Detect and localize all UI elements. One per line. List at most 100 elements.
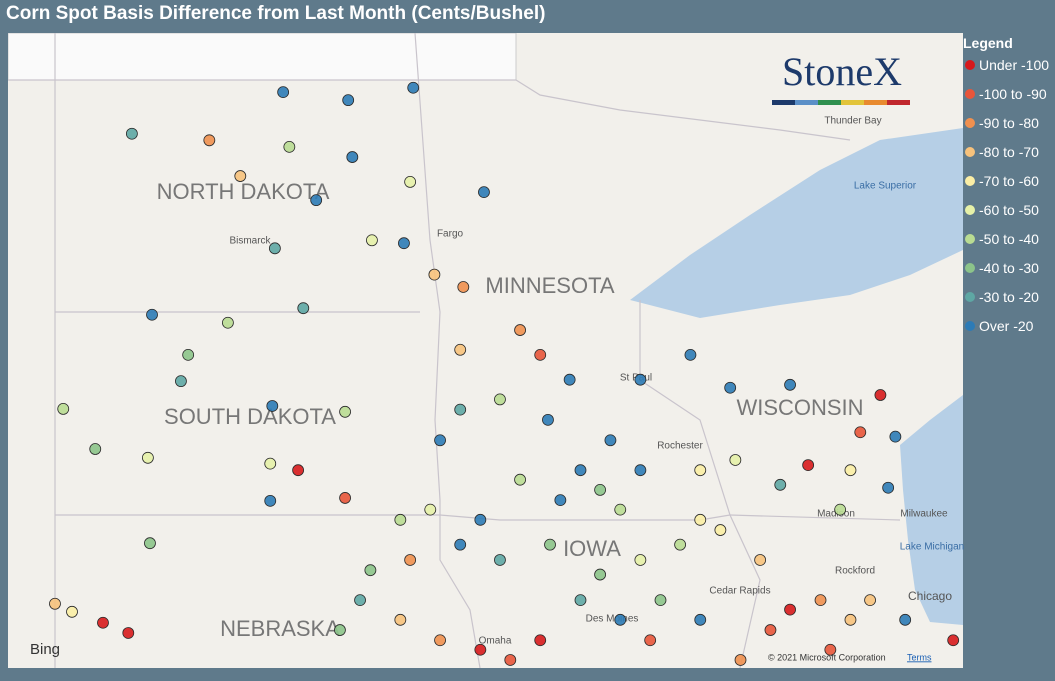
basis-point — [146, 308, 158, 321]
basis-point — [89, 443, 102, 455]
basis-point — [366, 234, 378, 247]
place-label: Madison — [817, 509, 855, 520]
place-label: MINNESOTA — [485, 273, 614, 298]
basis-point — [404, 175, 417, 188]
map-labels: NORTH DAKOTA SOUTH DAKOTA MINNESOTA WISCONS… — [157, 116, 965, 647]
place-label: Des Moines — [586, 614, 639, 625]
place-label: SOUTH DAKOTA — [164, 404, 336, 429]
basis-point — [434, 434, 446, 447]
basis-point — [864, 594, 876, 607]
basis-point — [889, 430, 902, 443]
place-label: Chicago — [908, 589, 952, 603]
basis-point — [714, 524, 727, 536]
legend-label: -70 to -60 — [979, 173, 1039, 189]
legend-label: -50 to -40 — [979, 231, 1039, 247]
basis-point — [342, 94, 355, 107]
legend-item[interactable]: -100 to -90 — [963, 86, 1055, 115]
legend-label: Under -100 — [979, 57, 1050, 73]
canada-region — [8, 33, 517, 81]
basis-point — [454, 403, 467, 416]
legend-item[interactable]: Over -20 — [963, 318, 1055, 347]
basis-point — [394, 513, 407, 526]
logo-stripe — [864, 100, 887, 105]
place-label: NEBRASKA — [220, 616, 340, 641]
place-label: Bismarck — [229, 236, 271, 247]
basis-point — [674, 538, 687, 551]
legend-swatch — [965, 321, 975, 331]
place-label: Rockford — [835, 566, 875, 577]
basis-point — [844, 464, 857, 477]
legend-item[interactable]: Under -100 — [963, 57, 1055, 86]
basis-point — [654, 594, 667, 607]
basis-point — [234, 170, 247, 182]
legend-label: -40 to -30 — [979, 260, 1039, 276]
basis-point — [694, 613, 707, 626]
legend-item[interactable]: -60 to -50 — [963, 202, 1055, 231]
basis-point — [504, 654, 517, 666]
border — [639, 300, 761, 668]
basis-point — [125, 127, 138, 140]
basis-point — [203, 134, 216, 147]
basis-point — [563, 373, 576, 386]
basis-point — [574, 594, 587, 607]
legend-item[interactable]: -30 to -20 — [963, 289, 1055, 318]
basis-point — [724, 381, 737, 394]
basis-point — [398, 237, 410, 250]
basis-point — [354, 594, 366, 607]
basis-point — [604, 434, 617, 447]
basis-point — [175, 375, 187, 388]
place-label: Cedar Rapids — [709, 586, 770, 597]
basis-point — [824, 643, 837, 656]
basis-point — [97, 616, 109, 629]
legend-item[interactable]: -90 to -80 — [963, 115, 1055, 144]
basemap — [8, 33, 963, 668]
legend-item[interactable]: -40 to -30 — [963, 260, 1055, 289]
basis-point — [222, 316, 234, 329]
basis-point — [494, 393, 506, 406]
basis-point — [424, 503, 437, 516]
legend-swatch — [965, 263, 975, 273]
borders — [8, 33, 901, 668]
legend-item[interactable]: -80 to -70 — [963, 144, 1055, 173]
basis-point — [834, 503, 847, 516]
basis-point — [474, 643, 487, 656]
basis-point — [784, 603, 796, 616]
basis-point — [574, 464, 587, 477]
basis-point — [49, 597, 61, 610]
basis-point — [474, 513, 487, 526]
legend-item[interactable]: -50 to -40 — [963, 231, 1055, 260]
basis-point — [694, 464, 707, 477]
place-label: Rochester — [657, 441, 703, 452]
basis-point — [542, 413, 554, 426]
basis-point — [899, 613, 912, 626]
basis-point — [684, 348, 697, 361]
basis-point — [814, 594, 827, 607]
basis-point — [407, 81, 420, 94]
border — [439, 500, 481, 668]
legend-title: Legend — [963, 35, 1013, 51]
basis-point — [882, 481, 895, 494]
place-label: IOWA — [563, 536, 621, 561]
basis-point — [454, 538, 467, 551]
basis-point — [634, 464, 647, 477]
logo: StoneX — [772, 49, 910, 105]
basis-point — [947, 634, 960, 647]
basis-point — [292, 464, 305, 477]
basis-point — [122, 627, 135, 639]
basis-point — [141, 451, 154, 464]
legend-item[interactable]: -70 to -60 — [963, 173, 1055, 202]
basis-point — [268, 242, 281, 255]
border — [8, 79, 851, 141]
logo-stripe — [887, 100, 910, 105]
legend-swatch — [965, 205, 975, 215]
legend-label: -90 to -80 — [979, 115, 1039, 131]
basis-point — [764, 624, 777, 636]
basis-point — [594, 568, 606, 581]
legend-swatch — [965, 60, 975, 70]
place-label: Thunder Bay — [824, 116, 881, 127]
legend-label: Over -20 — [979, 318, 1034, 334]
terms-link[interactable]: Terms — [907, 652, 932, 662]
basis-point — [854, 426, 867, 439]
